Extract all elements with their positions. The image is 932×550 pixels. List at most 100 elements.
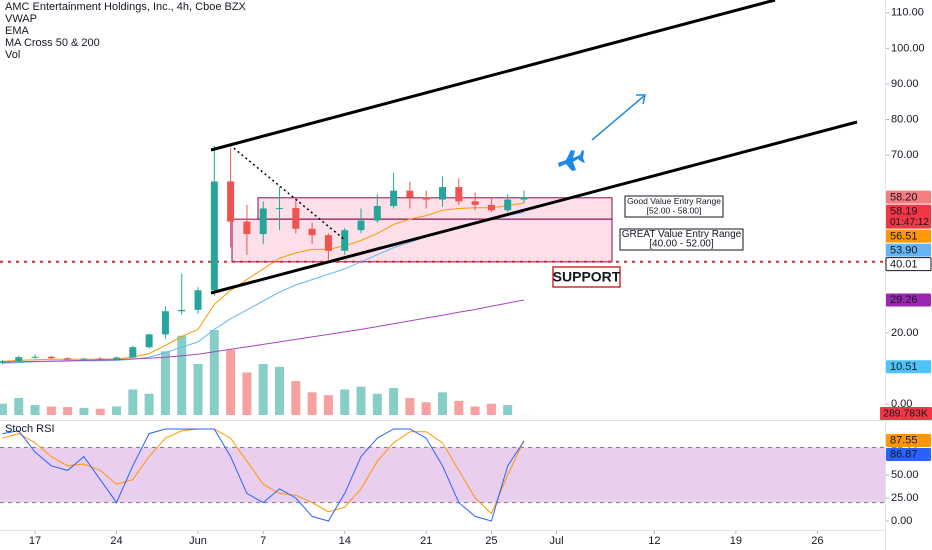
volume-bar [46,406,56,415]
volume-bar [421,402,431,415]
y-tick-label: 90.00 [891,78,919,90]
candle-body [0,361,6,363]
volume-bar [340,389,350,415]
volume-bar [356,386,366,415]
price-tag [886,190,931,204]
indicator-line [2,299,525,363]
x-tick-label: 25 [485,535,497,547]
candle-body [64,358,72,360]
volume-bar [486,403,496,415]
x-tick-label: 26 [811,535,823,547]
candle-body [113,357,121,360]
volume-bar [470,406,480,415]
volume-bar [226,349,236,415]
candle-body [194,290,202,310]
candle-body [227,181,235,222]
indicator-label: MA Cross 50 & 200 [5,37,100,49]
x-tick-label: 12 [648,535,660,547]
x-tick-label: 24 [110,535,122,547]
candle-body [357,220,365,231]
stoch-tag-label: 86.87 [890,449,918,461]
x-tick-label: Jun [189,535,207,547]
stoch-k [2,428,525,522]
price-tag [886,204,931,229]
price-tag-label: 29.26 [890,294,918,306]
plane-icon [558,150,585,171]
volume-bar [14,398,24,415]
candle-body [390,190,398,206]
volume-bar [307,392,317,415]
channel-upper [210,0,776,152]
channel-lower [210,120,858,295]
y-tick-label: 70.00 [891,149,919,161]
arrow-head [636,94,646,105]
indicator-line [2,202,525,362]
y-tick-label: 110.00 [891,7,924,19]
candle-body [31,356,39,358]
candle-body [276,208,284,210]
pane-title: Stoch RSI [5,423,55,435]
price-tag [886,293,931,307]
volume-tag [880,407,932,420]
volume-bar [258,364,268,415]
volume-bar [372,393,382,415]
stoch-tag-label: 87.55 [890,435,918,447]
price-tag [886,243,931,257]
candle-body [520,197,528,200]
y-tick-label: 80.00 [891,113,919,125]
candle-body [161,311,169,335]
volume-bar [323,395,333,415]
volume-bar [63,407,73,415]
annotation-box [552,266,621,288]
candle-body [308,228,316,236]
price-tag [886,360,931,374]
stoch-d [2,428,525,515]
volume-bar [454,400,464,415]
candle-body [47,356,55,359]
volume-bar [144,393,154,415]
candle-body [471,201,479,205]
overlay: AMC Entertainment Holdings, Inc., 4h, Cb… [5,1,932,461]
zone-label-box [624,195,724,218]
volume-bar [112,406,122,415]
volume-bar [177,335,187,415]
x-tick-label: Jul [550,535,564,547]
zone-label: [40.00 - 52.00] [649,239,714,250]
marks: 17 24 Jun 7 14 21 25 Jul 12 19 26 0.00 20.00 70.00 80.… [0,7,925,547]
volume-bar [389,388,399,415]
zone-label: GREAT Value Entry Range [622,229,742,240]
candle-body [243,221,251,235]
candle-body [373,205,381,221]
price-tag-label: 40.01 [890,258,918,270]
zone-label-box [619,228,744,251]
candle-body [439,187,446,200]
candle-body [96,358,104,360]
x-tick-label: 19 [730,535,742,547]
volume-bar [79,407,89,415]
countdown: 01:47:12 [890,217,929,228]
zone-label: [52.00 - 58.00] [647,205,702,215]
candle-body [80,358,88,360]
y-tick-label: 0.00 [891,515,912,527]
price-tag-label: 53.90 [890,244,918,256]
candle-body [129,347,137,358]
volume-bar [128,389,138,415]
candle-body [341,230,349,251]
x-tick-label: 14 [339,535,351,547]
x-tick-label: 17 [29,535,41,547]
volume-bar [160,351,170,415]
stoch-band [0,447,885,503]
y-tick-label: 20.00 [891,327,919,339]
volume-tag-label: 289.783K [883,408,928,420]
candle-body [259,208,267,235]
indicator-label: EMA [5,25,30,37]
y-tick-label: 100.00 [891,42,925,54]
candle-body [15,357,23,362]
stoch-tag [886,433,931,447]
chart-title: AMC Entertainment Holdings, Inc., 4h, Cb… [5,1,247,13]
candle-body [422,197,430,200]
price-tag-label: 58.20 [890,191,918,203]
candle-body [145,334,153,348]
volume-bar [30,405,40,415]
candle-body [504,199,512,211]
